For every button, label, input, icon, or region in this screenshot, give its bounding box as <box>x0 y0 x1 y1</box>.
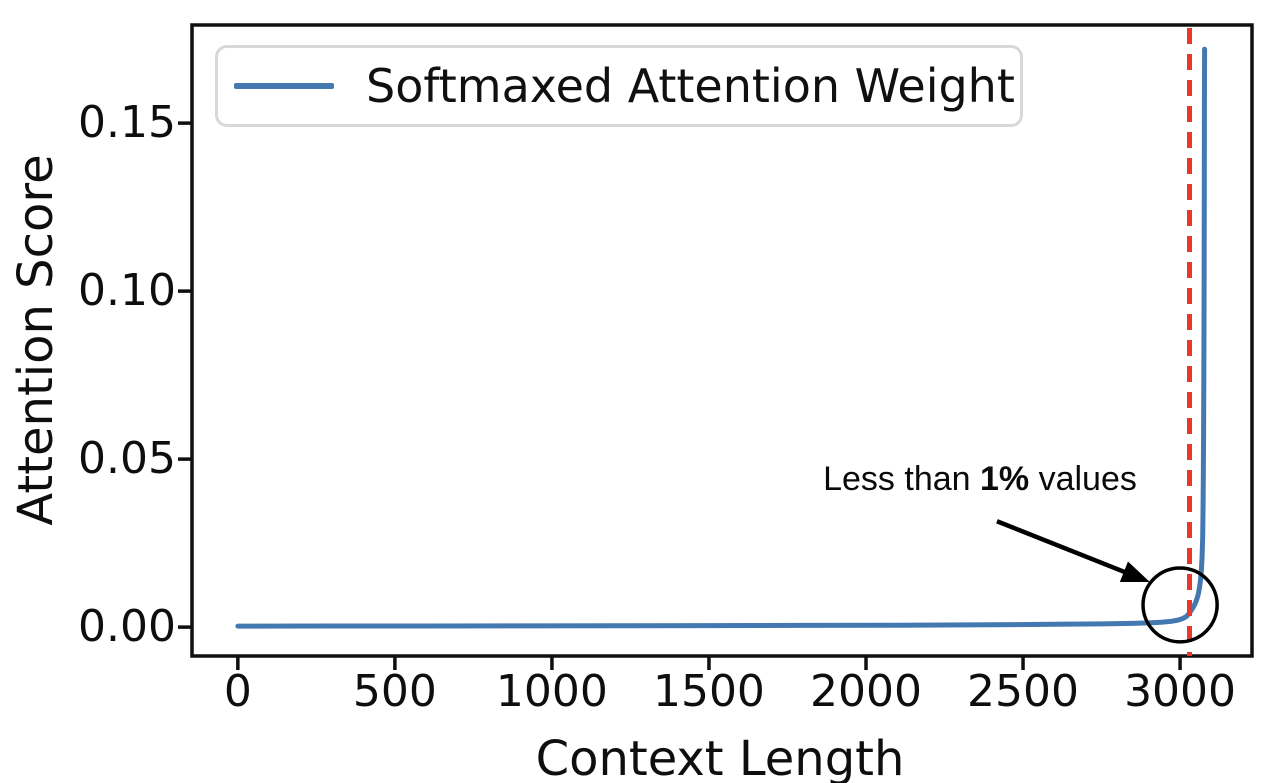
legend-line-sample-icon <box>234 83 334 89</box>
x-tick-label: 1000 <box>495 666 608 717</box>
y-tick-label: 0.10 <box>78 265 176 317</box>
x-tick-label: 0 <box>223 666 252 717</box>
y-axis-ticks <box>178 121 192 629</box>
annotation-text-bold: 1% <box>980 459 1030 498</box>
y-tick-label: 0.05 <box>78 433 176 485</box>
x-axis-ticks <box>236 656 1182 670</box>
highlight-circle <box>1141 566 1219 644</box>
y-tick-label: 0.15 <box>78 97 176 149</box>
axes-spines <box>190 23 1254 658</box>
y-tick-label: 0.00 <box>78 601 176 653</box>
annotation-text-suffix: values <box>1029 459 1137 498</box>
x-tick-label: 500 <box>352 666 437 717</box>
annotation-arrow-head <box>1119 561 1150 583</box>
x-axis-label: Context Length <box>535 731 905 783</box>
x-tick-label: 3000 <box>1124 666 1237 717</box>
annotation-text: Less than 1% values <box>730 459 1230 499</box>
x-tick-label: 1500 <box>652 666 765 717</box>
annotation-text-prefix: Less than <box>823 459 980 498</box>
x-tick-label: 2000 <box>810 666 922 717</box>
annotation-arrow-shaft <box>996 519 1131 577</box>
legend-entry-label: Softmaxed Attention Weight <box>366 59 1015 113</box>
y-axis-label: Attention Score <box>8 154 64 526</box>
legend-box: Softmaxed Attention Weight <box>215 45 1023 127</box>
x-tick-label: 2500 <box>967 666 1080 717</box>
attention-curve-line <box>235 46 1208 629</box>
